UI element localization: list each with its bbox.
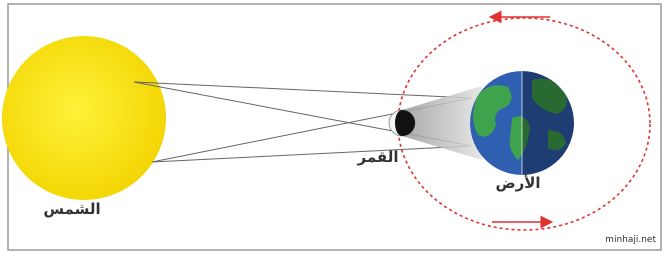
sun-label: الشمس: [43, 200, 100, 218]
diagram: الشمس القمر الأرض minhaji.net: [0, 0, 668, 270]
moon-label: القمر: [357, 148, 399, 166]
watermark: minhaji.net: [605, 235, 656, 245]
page: الشمس القمر الأرض minhaji.net (() => { c…: [0, 0, 668, 270]
sun: [2, 36, 166, 200]
earth-label: الأرض: [495, 174, 540, 192]
